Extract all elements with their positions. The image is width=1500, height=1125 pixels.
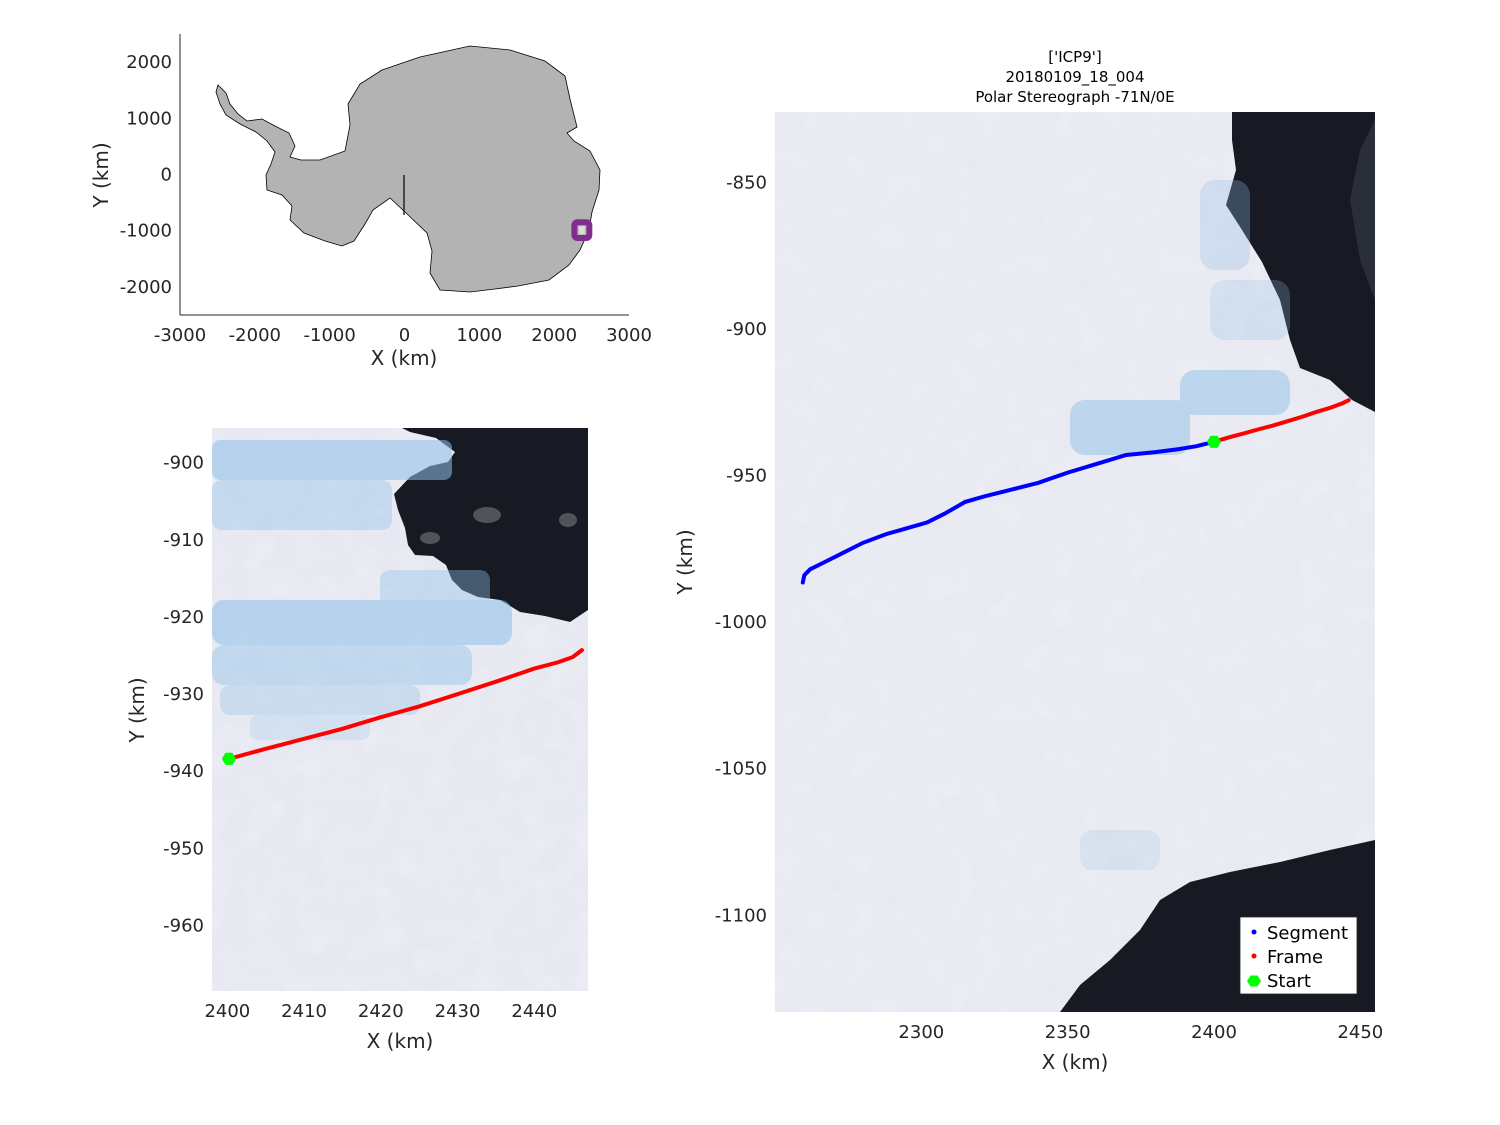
segment-frame-line — [1212, 398, 1351, 444]
segment-xtick-label: 2350 — [1045, 1022, 1091, 1043]
legend-frame-label: Frame — [1267, 947, 1323, 968]
zoom-ytick-label: -920 — [163, 607, 204, 628]
zoom-ytick-label: -910 — [163, 530, 204, 551]
zoom-ytick-label: -960 — [163, 915, 204, 936]
zoom-frame-line — [226, 648, 584, 761]
zoom-imagery — [212, 428, 588, 991]
zoom-ytick-label: -900 — [163, 453, 204, 474]
legend-start-label: Start — [1267, 971, 1311, 992]
zoom-xtick-label: 2440 — [511, 1001, 557, 1022]
segment-ocean-north — [1226, 112, 1375, 412]
zoom-series — [221, 648, 584, 765]
zoom-xtick-label: 2420 — [358, 1001, 404, 1022]
segment-xtick-label: 2400 — [1191, 1022, 1237, 1043]
zoom-xtick-label: 2430 — [435, 1001, 481, 1022]
legend: Segment Frame Start — [1239, 916, 1358, 995]
legend-segment-label: Segment — [1267, 923, 1348, 944]
overview-xtick-label: 3000 — [606, 325, 652, 346]
overview-panel: -3000 -2000 -1000 0 1000 2000 3000 -2000 -1000 0 1… — [89, 34, 652, 370]
title-line-3: Polar Stereograph -71N/0E — [975, 88, 1174, 106]
overview-xtick-label: 0 — [399, 325, 410, 346]
region-marker — [578, 226, 585, 235]
overview-ylabel: Y (km) — [89, 142, 113, 208]
segment-coastal-ice — [1350, 120, 1375, 300]
segment-ytick-label: -1050 — [715, 759, 767, 780]
segment-start-marker — [1207, 435, 1221, 448]
zoom-ticks: 2400 2410 2420 2430 2440 -900 -910 -920 -930 -940… — [163, 453, 557, 1022]
zoom-rock-outcrops — [420, 507, 577, 544]
overview-xtick-label: -3000 — [154, 325, 206, 346]
segment-segment-line — [800, 439, 1216, 585]
segment-ytick-label: -850 — [726, 172, 767, 193]
overview-xtick-label: -1000 — [304, 325, 356, 346]
title-line-1: ['ICP9'] — [1048, 48, 1101, 66]
overview-axes — [179, 34, 629, 316]
segment-series — [800, 398, 1351, 585]
segment-melt-ponds — [1070, 180, 1290, 870]
segment-xtick-label: 2450 — [1337, 1022, 1383, 1043]
overview-xlabel: X (km) — [371, 346, 438, 370]
overview-ytick-label: 1000 — [126, 108, 172, 129]
legend-start-marker — [1247, 975, 1261, 987]
overview-ytick-label: 0 — [161, 165, 172, 186]
zoom-start-marker — [221, 752, 236, 765]
overview-xtick-label: 2000 — [531, 325, 577, 346]
zoom-xlabel: X (km) — [367, 1029, 434, 1053]
segment-ytick-label: -900 — [726, 319, 767, 340]
title-line-2: 20180109_18_004 — [1005, 68, 1144, 87]
overview-xtick-label: -2000 — [229, 325, 281, 346]
zoom-panel: 2400 2410 2420 2430 2440 -900 -910 -920 -930 -940… — [125, 428, 588, 1053]
overview-ytick-label: -1000 — [120, 221, 172, 242]
zoom-xtick-label: 2410 — [281, 1001, 327, 1022]
overview-ytick-label: 2000 — [126, 52, 172, 73]
overview-ticks: -3000 -2000 -1000 0 1000 2000 3000 -2000 -1000 0 1… — [120, 52, 652, 346]
segment-imagery — [775, 112, 1375, 1012]
legend-segment-marker — [1251, 929, 1257, 935]
antarctica-landmass — [215, 45, 601, 293]
zoom-ylabel: Y (km) — [125, 677, 149, 743]
region-box — [571, 219, 593, 242]
zoom-ytick-label: -950 — [163, 838, 204, 859]
zoom-ytick-label: -930 — [163, 684, 204, 705]
segment-ytick-label: -1100 — [715, 905, 767, 926]
segment-ytick-label: -1000 — [715, 612, 767, 633]
legend-frame-marker — [1251, 953, 1257, 959]
segment-panel: ['ICP9'] 20180109_18_004 Polar Stereogra… — [673, 48, 1383, 1074]
segment-xlabel: X (km) — [1042, 1050, 1109, 1074]
segment-xtick-label: 2300 — [898, 1022, 944, 1043]
melt-ponds — [212, 440, 512, 740]
zoom-ytick-label: -940 — [163, 761, 204, 782]
segment-ylabel: Y (km) — [673, 529, 697, 595]
segment-ytick-label: -950 — [726, 466, 767, 487]
segment-ticks: 2300 2350 2400 2450 -850 -900 -950 -1000 -1050 -1… — [715, 172, 1384, 1043]
overview-xtick-label: 1000 — [456, 325, 502, 346]
overview-ytick-label: -2000 — [120, 277, 172, 298]
zoom-xtick-label: 2400 — [204, 1001, 250, 1022]
